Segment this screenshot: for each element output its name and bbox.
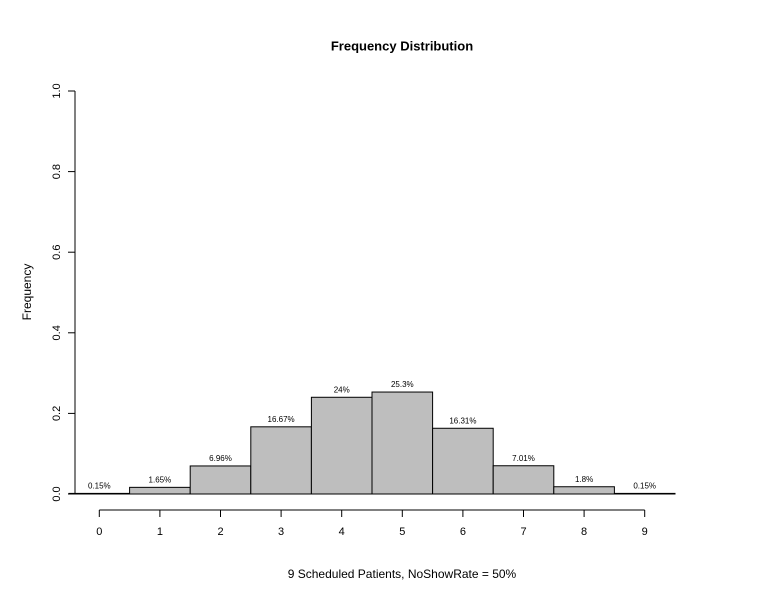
value-label: 16.31%: [449, 416, 476, 425]
value-label: 25.3%: [391, 380, 414, 389]
x-tick-label: 8: [581, 526, 587, 538]
bar: [613, 492, 676, 495]
x-tick-label: 3: [278, 526, 284, 538]
value-label: 7.01%: [512, 454, 535, 463]
bar: [129, 486, 191, 495]
x-tick-label: 6: [460, 526, 466, 538]
y-axis-label: Frequency: [20, 264, 34, 321]
value-label: 0.15%: [88, 482, 111, 491]
bar: [371, 391, 434, 495]
y-tick-label: 0.0: [51, 486, 63, 501]
value-label: 0.15%: [633, 482, 656, 491]
x-axis-label: 9 Scheduled Patients, NoShowRate = 50%: [288, 567, 517, 581]
chart-title: Frequency Distribution: [331, 38, 473, 53]
x-tick-label: 5: [399, 526, 405, 538]
y-tick-label: 0.4: [51, 325, 63, 340]
bar: [310, 396, 373, 495]
y-tick-label: 1.0: [51, 83, 63, 98]
bar: [189, 465, 252, 495]
x-tick-label: 9: [642, 526, 648, 538]
x-tick-label: 2: [217, 526, 223, 538]
y-tick-label: 0.2: [51, 406, 63, 421]
bar: [492, 465, 555, 495]
x-tick-label: 1: [157, 526, 163, 538]
bar: [68, 492, 131, 495]
value-label: 24%: [334, 385, 350, 394]
value-label: 1.65%: [149, 475, 172, 484]
value-label: 16.67%: [268, 415, 295, 424]
x-tick-label: 0: [96, 526, 102, 538]
bar: [432, 427, 494, 495]
y-tick-label: 0.8: [51, 164, 63, 179]
bar: [250, 426, 312, 495]
x-tick-label: 7: [520, 526, 526, 538]
bar: [553, 486, 615, 495]
value-label: 6.96%: [209, 454, 232, 463]
y-tick-label: 0.6: [51, 245, 63, 260]
x-tick-label: 4: [339, 526, 345, 538]
value-label: 1.8%: [575, 475, 593, 484]
